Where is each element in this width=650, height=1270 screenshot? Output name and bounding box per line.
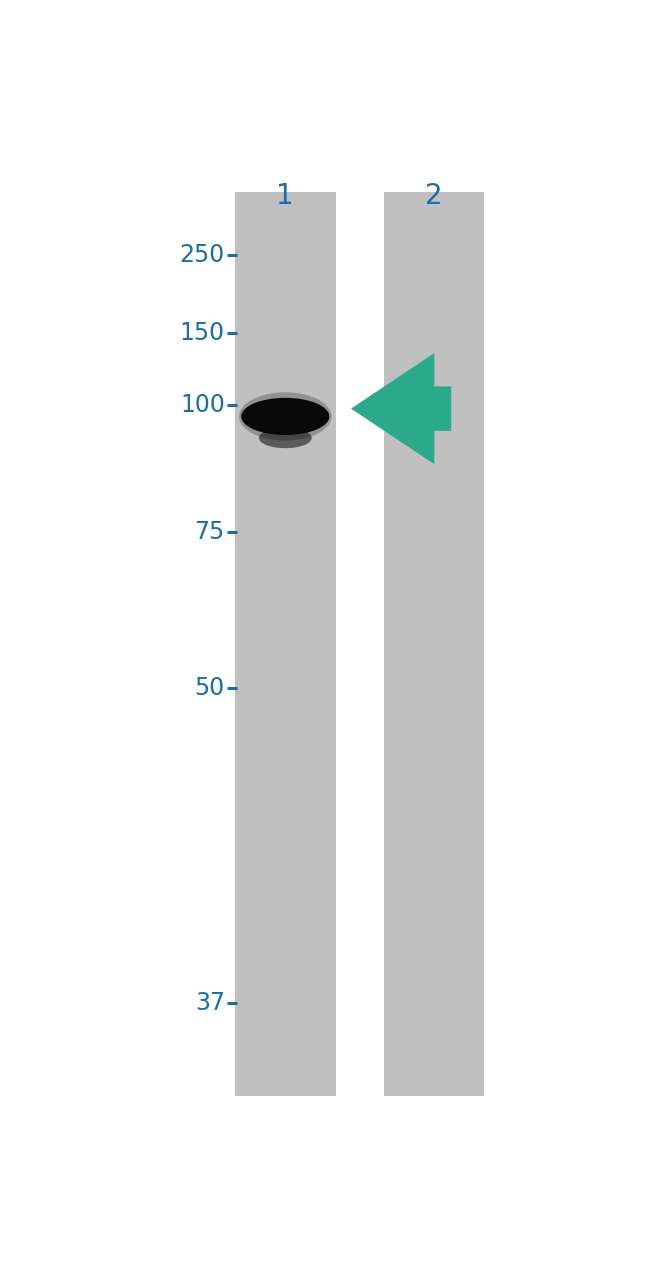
Text: 37: 37	[195, 991, 225, 1015]
Ellipse shape	[239, 392, 332, 441]
Text: 1: 1	[276, 182, 294, 210]
Text: 100: 100	[180, 392, 225, 417]
Text: 2: 2	[425, 182, 443, 210]
Text: 150: 150	[179, 321, 225, 345]
Text: 50: 50	[194, 677, 225, 700]
Text: 250: 250	[179, 243, 225, 267]
Ellipse shape	[259, 428, 312, 448]
Bar	[235, 192, 335, 1096]
Bar	[384, 192, 484, 1096]
Ellipse shape	[241, 398, 330, 436]
Text: 75: 75	[194, 519, 225, 544]
